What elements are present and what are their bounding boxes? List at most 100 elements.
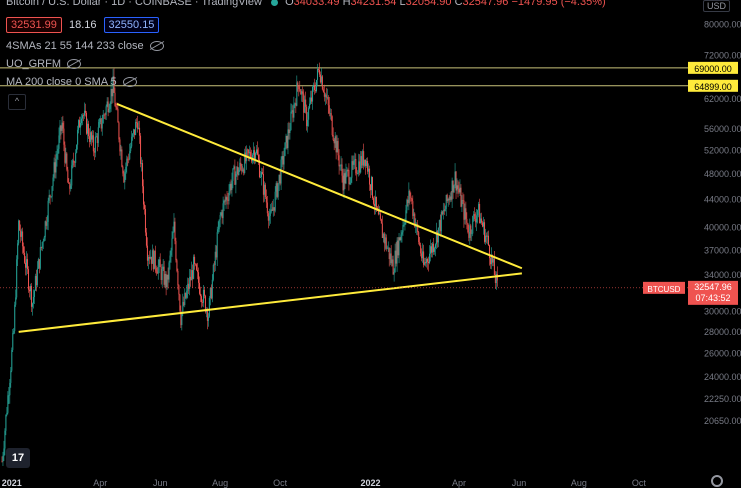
bid-button[interactable]: 32531.99 xyxy=(6,17,62,33)
candle-body xyxy=(45,221,47,226)
candle-body xyxy=(408,190,410,203)
candle-body xyxy=(303,93,305,113)
candle-body xyxy=(253,150,255,155)
candle-body xyxy=(128,159,130,160)
candle-body xyxy=(445,194,447,209)
candle-body xyxy=(163,266,165,285)
candle-body xyxy=(432,243,434,252)
candle-body xyxy=(241,166,243,172)
candle-body xyxy=(324,94,326,97)
candle-body xyxy=(372,177,374,199)
candle-body xyxy=(141,163,143,164)
candle-body xyxy=(293,104,295,118)
candle-body xyxy=(269,211,271,216)
candle-body xyxy=(176,260,178,272)
x-tick-label: Jun xyxy=(512,478,527,488)
eye-off-icon[interactable] xyxy=(67,59,81,70)
candle-body xyxy=(420,245,422,254)
candle-body xyxy=(337,141,339,156)
candle-body xyxy=(450,196,452,200)
level-label: 69000.00 xyxy=(694,64,732,74)
trendline xyxy=(116,103,523,270)
candle-body xyxy=(124,171,126,183)
candle-body xyxy=(229,183,231,192)
candle-body xyxy=(472,216,474,234)
candle-body xyxy=(12,332,14,350)
candle-body xyxy=(294,103,296,105)
indicator-row-ma[interactable]: MA 200 close 0 SMA 5 xyxy=(6,76,137,88)
candle-body xyxy=(25,262,27,268)
candle-body xyxy=(175,240,177,261)
candle-body xyxy=(343,173,345,191)
candle-body xyxy=(159,259,161,268)
candle-body xyxy=(161,268,163,281)
indicator-row-smas[interactable]: 4SMAs 21 55 144 233 close xyxy=(6,40,164,52)
candle-body xyxy=(185,292,187,298)
candle-body xyxy=(126,158,128,168)
candle-body xyxy=(55,158,57,173)
candle-body xyxy=(233,166,235,169)
candle-body xyxy=(390,253,392,264)
candle-body xyxy=(238,169,240,176)
candle-body xyxy=(35,276,37,286)
chevron-up-icon[interactable]: ^ xyxy=(8,94,26,110)
candle-body xyxy=(479,203,481,224)
gear-icon[interactable] xyxy=(711,475,723,487)
candle-body xyxy=(354,159,356,161)
y-tick-label: 37000.00 xyxy=(704,245,741,255)
candle-body xyxy=(6,412,8,415)
candle-body xyxy=(317,69,319,70)
candle-body xyxy=(156,271,158,274)
candle-body xyxy=(86,123,88,134)
eye-off-icon[interactable] xyxy=(122,77,137,88)
candle-body xyxy=(414,213,416,227)
candle-body xyxy=(405,210,407,223)
candle-body xyxy=(206,309,208,321)
candle-body xyxy=(371,177,373,191)
candle-body xyxy=(282,156,284,165)
x-tick-label: 2022 xyxy=(361,478,381,488)
currency-button[interactable]: USD xyxy=(703,0,731,12)
candle-body xyxy=(130,146,132,152)
last-price-box xyxy=(688,280,738,305)
candle-body xyxy=(69,183,71,189)
candle-body xyxy=(481,218,483,223)
candle-body xyxy=(493,258,495,275)
candle-body xyxy=(424,262,426,265)
candle-body xyxy=(132,133,134,137)
candle-body xyxy=(298,86,300,90)
candle-body xyxy=(391,259,393,264)
candle-body xyxy=(80,123,82,128)
candle-body xyxy=(31,303,33,307)
y-tick-label: 52000.00 xyxy=(704,146,741,156)
candle-body xyxy=(166,274,168,288)
low-value: 32054.90 xyxy=(405,0,452,8)
candle-body xyxy=(261,172,263,174)
candle-body xyxy=(485,235,487,242)
candle-body xyxy=(321,76,323,90)
candle-body xyxy=(142,186,144,205)
candle-body xyxy=(302,91,304,94)
ask-button[interactable]: 32550.15 xyxy=(103,17,160,33)
candle-body xyxy=(447,198,449,202)
candle-body xyxy=(361,156,363,166)
candle-body xyxy=(211,279,213,299)
candle-body xyxy=(413,213,415,216)
candle-body xyxy=(1,461,3,462)
candle-body xyxy=(346,169,348,172)
candle-body xyxy=(142,163,144,187)
candle-body xyxy=(474,214,476,219)
candle-body xyxy=(398,237,400,256)
candle-body xyxy=(125,167,127,172)
candle-body xyxy=(439,220,441,232)
candle-body xyxy=(299,89,301,91)
candle-body xyxy=(358,161,360,173)
candle-body xyxy=(295,103,297,106)
candle-body xyxy=(237,166,239,176)
candle-body xyxy=(457,185,459,189)
eye-off-icon[interactable] xyxy=(149,41,164,52)
candle-body xyxy=(491,254,493,263)
candle-body xyxy=(41,242,43,248)
indicator-row-uo[interactable]: UO_GRFM xyxy=(6,58,81,70)
